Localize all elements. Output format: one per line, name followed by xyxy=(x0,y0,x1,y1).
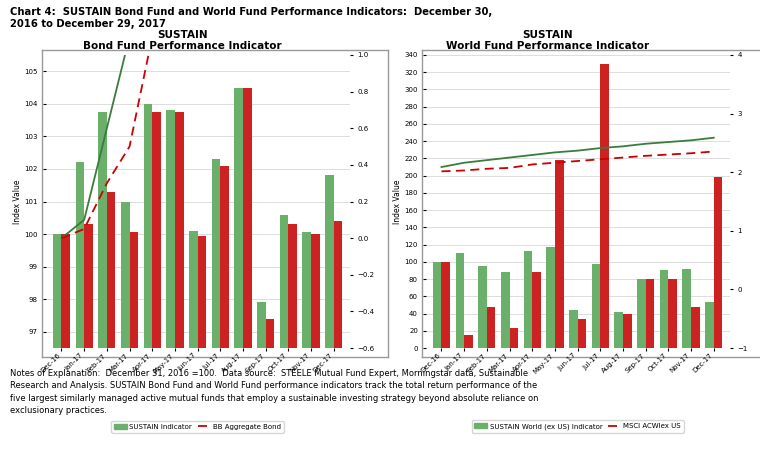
Bar xyxy=(75,163,84,458)
Bar xyxy=(546,247,555,348)
Bar xyxy=(705,302,714,348)
Bar xyxy=(433,262,442,348)
Bar xyxy=(311,234,320,458)
Bar xyxy=(325,175,334,458)
Bar xyxy=(714,177,722,348)
Text: SUSTAIN: SUSTAIN xyxy=(157,30,207,40)
Legend: SUSTAIN World (ex US) Indicator, MSCI ACWIex US: SUSTAIN World (ex US) Indicator, MSCI AC… xyxy=(471,420,684,432)
Bar xyxy=(592,264,600,348)
Bar xyxy=(660,270,668,348)
Bar xyxy=(487,307,496,348)
Bar xyxy=(637,279,646,348)
Text: Notes of Explanation:  December 31, 2016 =100.  Data source:  STEELE Mutual Fund: Notes of Explanation: December 31, 2016 … xyxy=(10,369,538,415)
Legend: SUSTAIN Indicator, BB Aggregate Bond: SUSTAIN Indicator, BB Aggregate Bond xyxy=(112,421,283,432)
Bar xyxy=(455,253,464,348)
Text: 2016 to December 29, 2017: 2016 to December 29, 2017 xyxy=(10,19,166,29)
Bar xyxy=(84,224,93,458)
Bar xyxy=(212,159,220,458)
Bar xyxy=(668,279,677,348)
Text: Chart 4:  SUSTAIN Bond Fund and World Fund Performance Indicators:  December 30,: Chart 4: SUSTAIN Bond Fund and World Fun… xyxy=(10,7,492,17)
Bar xyxy=(189,231,198,458)
Bar xyxy=(234,87,243,458)
Bar xyxy=(691,307,700,348)
Bar xyxy=(144,104,152,458)
Bar xyxy=(107,192,116,458)
Bar xyxy=(243,87,252,458)
Text: World Fund Performance Indicator: World Fund Performance Indicator xyxy=(445,41,649,51)
Bar xyxy=(53,234,62,458)
Bar xyxy=(280,214,288,458)
Bar xyxy=(578,319,586,348)
Bar xyxy=(62,234,70,458)
Bar xyxy=(129,233,138,458)
Bar xyxy=(442,262,450,348)
Bar xyxy=(220,166,229,458)
Bar xyxy=(98,112,107,458)
Bar xyxy=(334,221,342,458)
Bar xyxy=(478,266,487,348)
Bar xyxy=(569,310,578,348)
Bar xyxy=(257,302,266,458)
Y-axis label: Index Value: Index Value xyxy=(13,179,22,224)
Bar xyxy=(623,314,632,348)
Bar xyxy=(646,279,654,348)
Bar xyxy=(266,319,274,458)
Bar xyxy=(166,110,175,458)
Bar xyxy=(501,272,509,348)
Text: SUSTAIN: SUSTAIN xyxy=(522,30,572,40)
Bar xyxy=(600,64,609,348)
Bar xyxy=(614,312,623,348)
Bar xyxy=(302,233,311,458)
Bar xyxy=(152,112,161,458)
Bar xyxy=(555,160,563,348)
Bar xyxy=(682,269,691,348)
Bar xyxy=(464,335,473,348)
Bar xyxy=(121,202,129,458)
Bar xyxy=(175,112,183,458)
Text: Bond Fund Performance Indicator: Bond Fund Performance Indicator xyxy=(83,41,282,51)
Y-axis label: Index Value: Index Value xyxy=(393,179,402,224)
Bar xyxy=(288,224,297,458)
Bar xyxy=(524,251,532,348)
Bar xyxy=(509,328,518,348)
Bar xyxy=(532,272,541,348)
Bar xyxy=(198,236,206,458)
